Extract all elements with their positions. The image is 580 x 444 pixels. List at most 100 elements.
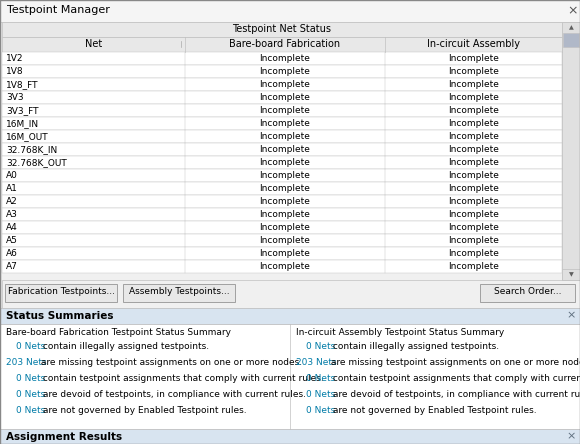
Text: Incomplete: Incomplete xyxy=(260,145,310,154)
Text: Status Summaries: Status Summaries xyxy=(6,311,114,321)
Text: Incomplete: Incomplete xyxy=(260,93,310,102)
Text: 0 Nets: 0 Nets xyxy=(16,374,45,383)
Text: Incomplete: Incomplete xyxy=(260,132,310,141)
Text: Incomplete: Incomplete xyxy=(260,184,310,193)
Text: 1V8_FT: 1V8_FT xyxy=(6,80,38,89)
Text: Incomplete: Incomplete xyxy=(448,93,499,102)
Text: contain testpoint assignments that comply with current rules.: contain testpoint assignments that compl… xyxy=(330,374,580,383)
Text: A7: A7 xyxy=(6,262,18,271)
Text: Fabrication Testpoints...: Fabrication Testpoints... xyxy=(8,287,114,296)
Bar xyxy=(2,169,562,182)
Bar xyxy=(2,117,562,130)
Bar xyxy=(2,37,562,52)
Text: Incomplete: Incomplete xyxy=(260,106,310,115)
Text: are not governed by Enabled Testpoint rules.: are not governed by Enabled Testpoint ru… xyxy=(40,406,247,415)
Text: 3V3: 3V3 xyxy=(6,93,24,102)
Text: Incomplete: Incomplete xyxy=(260,236,310,245)
Bar xyxy=(2,195,562,208)
Bar xyxy=(480,284,575,302)
Text: 0 Nets: 0 Nets xyxy=(306,390,335,399)
Bar xyxy=(2,247,562,260)
Text: 0 Nets: 0 Nets xyxy=(306,374,335,383)
Bar xyxy=(0,429,580,444)
Text: A2: A2 xyxy=(6,197,18,206)
Text: Incomplete: Incomplete xyxy=(448,262,499,271)
Text: Incomplete: Incomplete xyxy=(260,197,310,206)
Text: ×: × xyxy=(566,310,575,320)
Text: Incomplete: Incomplete xyxy=(448,223,499,232)
Text: Incomplete: Incomplete xyxy=(448,67,499,76)
Text: 16M_IN: 16M_IN xyxy=(6,119,39,128)
Text: 32.768K_OUT: 32.768K_OUT xyxy=(6,158,67,167)
Text: Incomplete: Incomplete xyxy=(448,132,499,141)
Bar xyxy=(2,260,562,273)
Bar xyxy=(2,143,562,156)
Text: ▼: ▼ xyxy=(568,272,574,277)
Text: 1V2: 1V2 xyxy=(6,54,24,63)
Text: Incomplete: Incomplete xyxy=(260,119,310,128)
Text: Testpoint Net Status: Testpoint Net Status xyxy=(233,24,332,34)
Text: Incomplete: Incomplete xyxy=(448,119,499,128)
Text: A4: A4 xyxy=(6,223,18,232)
Text: are missing testpoint assignments on one or more nodes.: are missing testpoint assignments on one… xyxy=(38,358,303,367)
Text: 16M_OUT: 16M_OUT xyxy=(6,132,49,141)
Text: Incomplete: Incomplete xyxy=(448,197,499,206)
Text: 1V8: 1V8 xyxy=(6,67,24,76)
Text: 0 Nets: 0 Nets xyxy=(16,390,45,399)
Text: 3V3_FT: 3V3_FT xyxy=(6,106,38,115)
Text: A0: A0 xyxy=(6,171,18,180)
Text: Incomplete: Incomplete xyxy=(260,171,310,180)
Text: Testpoint Manager: Testpoint Manager xyxy=(7,5,110,15)
Text: ×: × xyxy=(566,431,575,441)
Text: 0 Nets: 0 Nets xyxy=(16,342,45,351)
Bar xyxy=(0,308,580,324)
Bar xyxy=(2,52,562,65)
Text: Incomplete: Incomplete xyxy=(448,249,499,258)
Text: Incomplete: Incomplete xyxy=(448,54,499,63)
Text: Incomplete: Incomplete xyxy=(448,236,499,245)
Bar xyxy=(563,33,579,47)
Text: Search Order...: Search Order... xyxy=(494,287,561,296)
Text: 0 Nets: 0 Nets xyxy=(16,406,45,415)
Bar xyxy=(5,284,117,302)
Text: A3: A3 xyxy=(6,210,18,219)
Bar xyxy=(562,269,580,280)
Bar xyxy=(0,324,580,429)
Bar xyxy=(2,221,562,234)
Bar xyxy=(2,65,562,78)
Text: are devoid of testpoints, in compliance with current rules.: are devoid of testpoints, in compliance … xyxy=(40,390,306,399)
Text: In-circuit Assembly: In-circuit Assembly xyxy=(427,39,520,49)
Text: Incomplete: Incomplete xyxy=(448,80,499,89)
Text: are missing testpoint assignments on one or more nodes.: are missing testpoint assignments on one… xyxy=(328,358,580,367)
Bar xyxy=(2,208,562,221)
Text: Incomplete: Incomplete xyxy=(260,67,310,76)
Text: Incomplete: Incomplete xyxy=(260,80,310,89)
Text: ×: × xyxy=(567,4,578,17)
Text: Incomplete: Incomplete xyxy=(448,184,499,193)
Text: Incomplete: Incomplete xyxy=(260,54,310,63)
Bar xyxy=(123,284,235,302)
Text: Incomplete: Incomplete xyxy=(448,145,499,154)
Text: Bare-board Fabrication Testpoint Status Summary: Bare-board Fabrication Testpoint Status … xyxy=(6,328,231,337)
Bar xyxy=(2,78,562,91)
Text: Bare-board Fabrication: Bare-board Fabrication xyxy=(230,39,340,49)
Bar xyxy=(0,0,580,22)
Text: In-circuit Assembly Testpoint Status Summary: In-circuit Assembly Testpoint Status Sum… xyxy=(296,328,504,337)
Text: Incomplete: Incomplete xyxy=(260,158,310,167)
Bar xyxy=(2,22,562,37)
Text: Incomplete: Incomplete xyxy=(260,249,310,258)
Bar xyxy=(2,182,562,195)
Text: Incomplete: Incomplete xyxy=(260,210,310,219)
Bar xyxy=(2,130,562,143)
Bar xyxy=(2,156,562,169)
Text: A5: A5 xyxy=(6,236,18,245)
Text: 203 Nets: 203 Nets xyxy=(296,358,336,367)
Text: 32.768K_IN: 32.768K_IN xyxy=(6,145,57,154)
Text: ▲: ▲ xyxy=(568,25,574,30)
Bar xyxy=(562,22,580,280)
Text: Incomplete: Incomplete xyxy=(260,262,310,271)
Bar xyxy=(2,280,580,308)
Text: 0 Nets: 0 Nets xyxy=(306,342,335,351)
Text: 203 Nets: 203 Nets xyxy=(6,358,46,367)
Bar xyxy=(2,104,562,117)
